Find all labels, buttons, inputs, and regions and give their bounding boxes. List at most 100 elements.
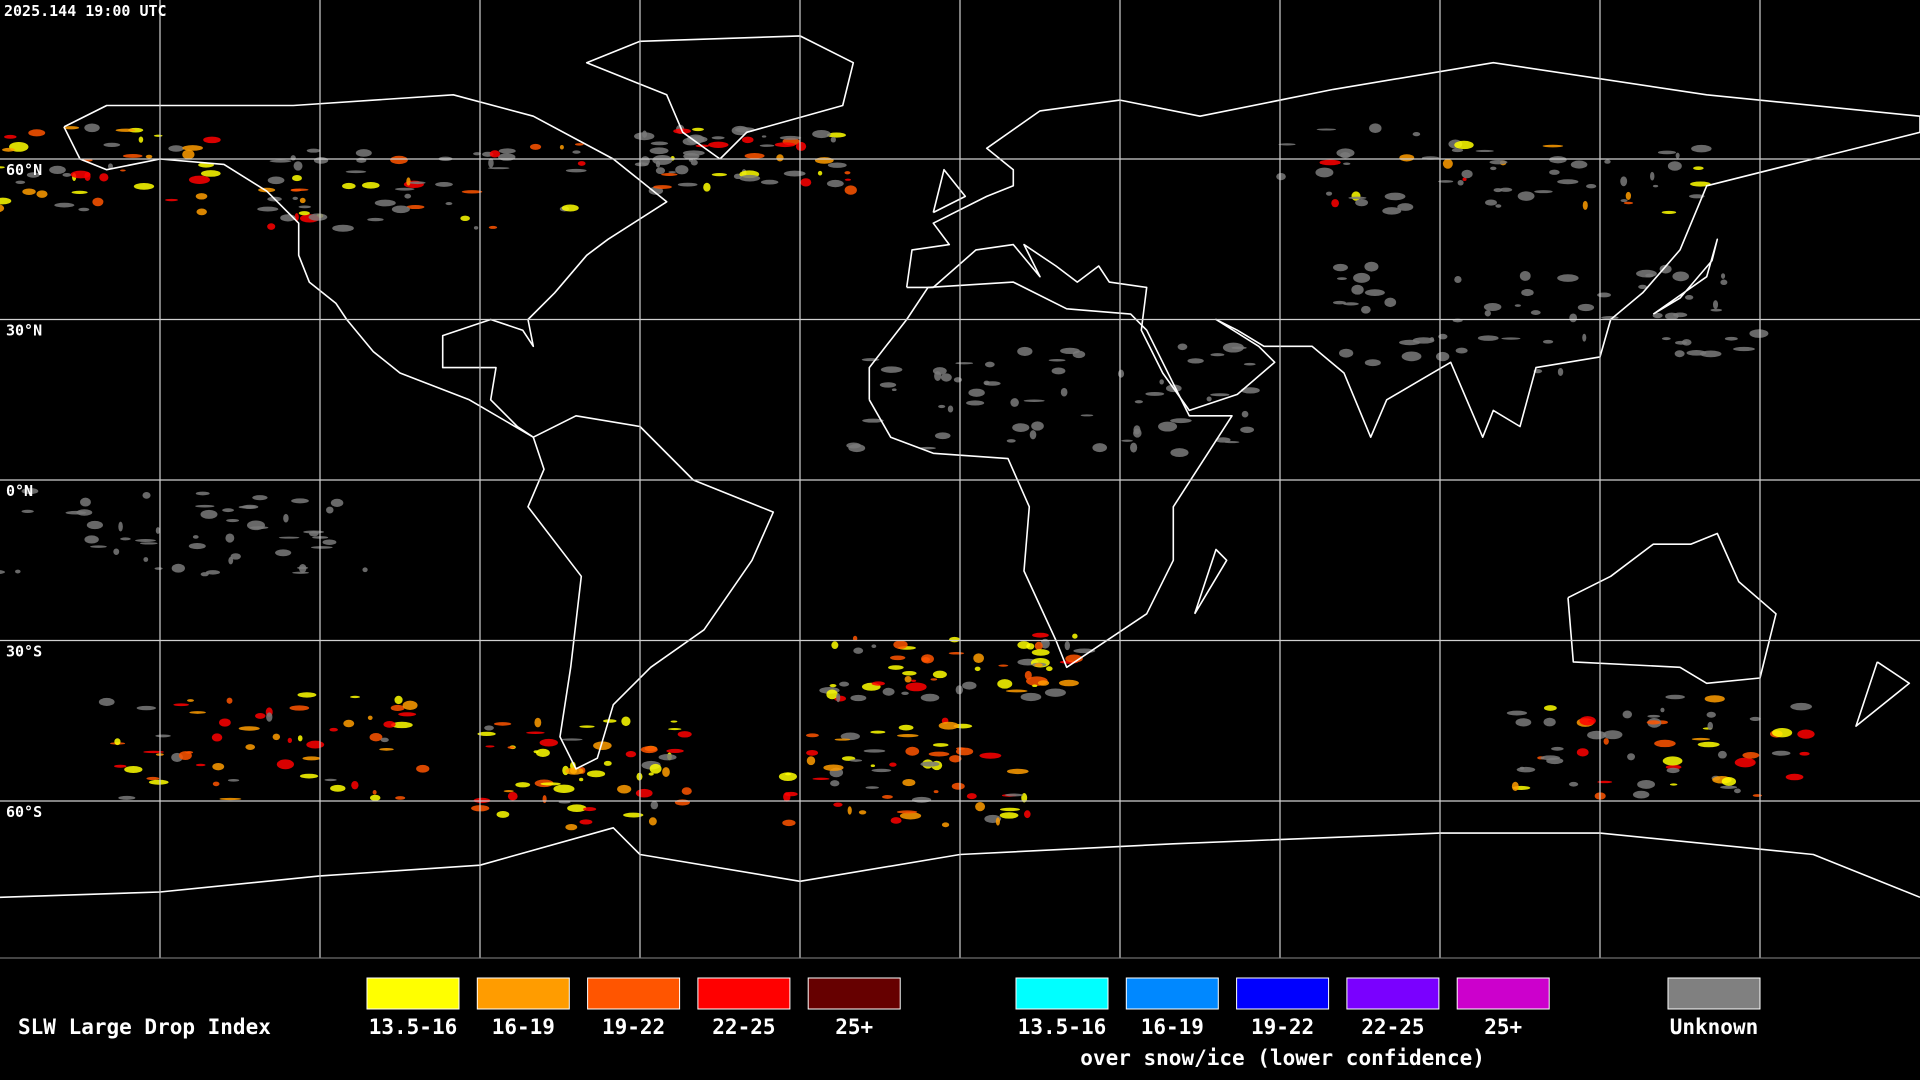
cloud-patch: [290, 155, 296, 161]
cloud-patch: [574, 143, 584, 146]
cloud-patch: [1673, 312, 1688, 318]
legend-label: 16-19: [1141, 1015, 1204, 1039]
cloud-patch: [1704, 695, 1725, 703]
cloud-patch: [182, 149, 195, 160]
cloud-patch: [205, 570, 221, 575]
cloud-patch: [1675, 340, 1688, 345]
cloud-patch: [1597, 292, 1611, 298]
cloud-patch: [1210, 393, 1230, 397]
timestamp: 2025.144 19:00 UTC: [4, 2, 167, 20]
cloud-patch: [0, 204, 5, 213]
cloud-patch: [829, 683, 837, 688]
cloud-patch: [1454, 276, 1462, 283]
cloud-patch: [1625, 191, 1632, 200]
cloud-patch: [1397, 203, 1414, 211]
cloud-patch: [196, 208, 207, 216]
cloud-patch: [355, 149, 372, 157]
cloud-patch: [560, 738, 583, 741]
cloud-patch: [1721, 777, 1737, 786]
cloud-patch: [120, 537, 131, 541]
cloud-patch: [1650, 171, 1655, 181]
cloud-patch: [783, 170, 806, 177]
cloud-patch: [1355, 198, 1369, 207]
cloud-patch: [118, 795, 136, 800]
cloud-patch: [1332, 300, 1346, 305]
cloud-patch: [1489, 159, 1508, 165]
cloud-patch: [1749, 329, 1769, 338]
cloud-patch: [897, 734, 919, 738]
cloud-patch: [779, 135, 802, 140]
cloud-patch: [708, 141, 729, 148]
cloud-patch: [668, 171, 677, 174]
legend-label: 16-19: [492, 1015, 555, 1039]
cloud-patch: [1210, 353, 1225, 357]
cloud-patch: [395, 796, 406, 800]
cloud-patch: [302, 756, 321, 761]
cloud-patch: [1364, 289, 1385, 297]
cloud-patch: [1040, 638, 1050, 649]
cloud-patch: [143, 750, 164, 754]
cloud-patch: [932, 367, 947, 375]
cloud-patch: [200, 509, 218, 519]
cloud-patch: [578, 777, 584, 782]
cloud-patch: [930, 678, 938, 681]
cloud-patch: [1576, 748, 1589, 757]
cloud-patch: [1455, 347, 1468, 354]
cloud-patch: [744, 153, 765, 159]
cloud-patch: [1364, 359, 1381, 367]
cloud-patch: [901, 691, 909, 695]
cloud-patch: [1659, 264, 1672, 274]
cloud-patch: [928, 751, 950, 757]
cloud-patch: [830, 136, 836, 143]
cloud-patch: [383, 720, 396, 728]
cloud-patch: [460, 215, 470, 222]
cloud-patch: [1454, 140, 1474, 150]
cloud-patch: [826, 689, 838, 700]
cloud-patch: [496, 810, 510, 818]
coastline: [585, 35, 855, 160]
cloud-patch: [1517, 191, 1535, 201]
cloud-patch: [1749, 716, 1761, 721]
cloud-patch: [219, 718, 231, 727]
cloud-patch: [833, 802, 843, 807]
cloud-patch: [668, 728, 682, 731]
cloud-patch: [871, 681, 885, 686]
coastline: [527, 415, 775, 770]
cloud-patch: [559, 144, 564, 150]
cloud-patch: [1661, 337, 1671, 341]
cloud-patch: [1557, 274, 1579, 282]
cloud-patch: [257, 206, 279, 212]
cloud-patch: [634, 162, 649, 167]
cloud-patch: [498, 148, 516, 154]
cloud-patch: [565, 823, 578, 831]
cloud-patch: [565, 767, 584, 775]
cloud-patch: [983, 380, 990, 386]
cloud-patch: [617, 784, 632, 794]
cloud-patch: [275, 549, 292, 557]
cloud-patch: [703, 182, 711, 192]
cloud-patch: [188, 175, 210, 184]
cloud-patch: [1369, 123, 1382, 133]
cloud-patch: [212, 762, 225, 771]
cloud-patch: [1632, 790, 1650, 799]
cloud-patch: [146, 776, 160, 781]
cloud-patch: [461, 190, 483, 194]
cloud-patch: [812, 129, 831, 139]
cloud-patch: [649, 147, 669, 155]
cloud-patch: [920, 693, 940, 702]
cloud-patch: [1506, 710, 1528, 716]
cloud-patch: [1691, 737, 1711, 741]
cloud-patch: [1603, 730, 1623, 740]
cloud-patch: [806, 749, 819, 756]
coastline: [932, 168, 967, 214]
cloud-patch: [880, 366, 903, 373]
cloud-patch: [634, 132, 655, 141]
cloud-patch: [1477, 335, 1499, 341]
cloud-patch: [225, 533, 235, 543]
cloud-patch: [966, 400, 985, 406]
cloud-patch: [652, 155, 673, 165]
cloud-patch: [778, 772, 797, 781]
cloud-patch: [1353, 272, 1371, 283]
